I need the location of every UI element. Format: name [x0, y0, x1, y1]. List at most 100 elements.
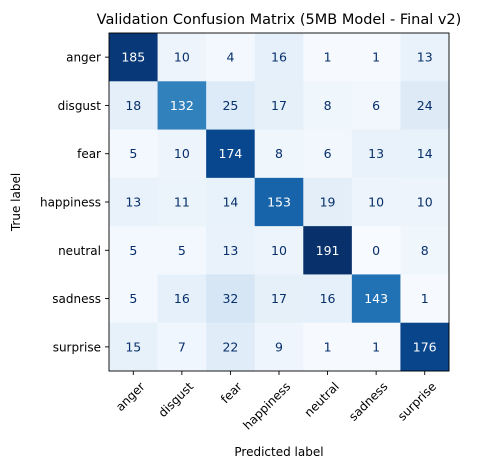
- heatmap-cell: [400, 81, 450, 131]
- y-tick-label: fear: [77, 147, 101, 161]
- heatmap-cell: [109, 226, 159, 275]
- heatmap-cell: [109, 177, 159, 227]
- heatmap-cell: [351, 33, 401, 82]
- cell-value-label: 8: [275, 146, 283, 161]
- heatmap-cell: [206, 226, 256, 275]
- heatmap-cell: [254, 274, 304, 324]
- heatmap-cell: [351, 274, 401, 324]
- cell-value-label: 11: [174, 195, 190, 210]
- cell-value-label: 17: [271, 291, 287, 306]
- heatmap-cell: [351, 226, 401, 275]
- heatmap-cell: [109, 33, 159, 82]
- cell-value-label: 25: [222, 98, 238, 113]
- cell-value-label: 0: [372, 243, 380, 258]
- heatmap-cell: [206, 274, 256, 324]
- cell-value-label: 10: [174, 50, 190, 65]
- heatmap-cell: [254, 33, 304, 82]
- cell-value-label: 32: [222, 291, 238, 306]
- heatmap-cell: [400, 322, 450, 372]
- cell-value-label: 8: [421, 243, 429, 258]
- heatmap-cell: [303, 322, 353, 372]
- heatmap-cell: [206, 322, 256, 372]
- x-tick-label: disgust: [156, 379, 197, 420]
- heatmap-cell: [109, 81, 159, 131]
- cell-value-label: 8: [324, 98, 332, 113]
- cell-value-label: 7: [178, 339, 186, 354]
- heatmap-cell: [400, 129, 450, 179]
- x-tick-label: fear: [218, 379, 245, 406]
- heatmap-cell: [400, 177, 450, 227]
- heatmap-cell: [157, 274, 207, 324]
- heatmap-cell: [254, 129, 304, 179]
- heatmap-cell: [303, 274, 353, 324]
- x-tick-label: happiness: [240, 379, 293, 432]
- cell-value-label: 13: [368, 146, 384, 161]
- cell-value-label: 5: [129, 291, 137, 306]
- cell-value-label: 1: [372, 339, 380, 354]
- heatmap-cell: [157, 177, 207, 227]
- heatmap-cell: [157, 81, 207, 131]
- heatmap-cell: [157, 129, 207, 179]
- cell-value-label: 16: [271, 50, 287, 65]
- cell-value-label: 5: [129, 243, 137, 258]
- heatmap-cell: [351, 129, 401, 179]
- heatmap-cell: [351, 81, 401, 131]
- heatmap-cell: [303, 129, 353, 179]
- cell-value-label: 18: [125, 98, 141, 113]
- heatmap-cell: [206, 129, 256, 179]
- cell-value-label: 24: [417, 98, 433, 113]
- cell-value-label: 191: [316, 243, 340, 258]
- x-tick-label: neutral: [302, 379, 342, 419]
- y-tick-label: happiness: [40, 196, 101, 210]
- cell-value-label: 15: [125, 339, 141, 354]
- y-axis-ticks: anger disgust fear happiness neutral sadness s…: [40, 51, 109, 354]
- x-tick-label: anger: [113, 379, 148, 414]
- cell-value-label: 14: [222, 195, 238, 210]
- heatmap-cell: [351, 177, 401, 227]
- cell-value-label: 13: [222, 243, 238, 258]
- cell-value-label: 1: [372, 50, 380, 65]
- heatmap-cell: [109, 322, 159, 372]
- x-axis-label: Predicted label: [234, 445, 323, 459]
- cell-value-label: 10: [174, 146, 190, 161]
- cell-value-label: 13: [417, 50, 433, 65]
- cell-value-label: 4: [226, 50, 234, 65]
- cell-value-label: 176: [413, 339, 437, 354]
- cell-value-label: 13: [125, 195, 141, 210]
- heatmap-cell: [254, 322, 304, 372]
- heatmap-cell: [157, 226, 207, 275]
- cell-value-label: 174: [219, 146, 243, 161]
- cell-value-label: 143: [364, 291, 388, 306]
- heatmap-cell: [303, 177, 353, 227]
- cell-value-label: 153: [267, 195, 291, 210]
- cell-value-label: 10: [271, 243, 287, 258]
- cell-value-label: 5: [129, 146, 137, 161]
- heatmap-cell: [400, 33, 450, 82]
- x-tick-label: sadness: [346, 379, 390, 423]
- y-tick-label: disgust: [58, 99, 102, 113]
- cell-value-label: 1: [421, 291, 429, 306]
- y-axis-label: True label: [9, 173, 23, 232]
- cell-value-label: 6: [324, 146, 332, 161]
- y-tick-label: sadness: [52, 292, 101, 306]
- heatmap-cell: [400, 274, 450, 324]
- cell-value-label: 19: [320, 195, 336, 210]
- heatmap-cell: [303, 81, 353, 131]
- heatmap-cell: [206, 33, 256, 82]
- heatmap-cell: [206, 81, 256, 131]
- cell-value-label: 10: [417, 195, 433, 210]
- heatmap-cell: [206, 177, 256, 227]
- heatmap-cell: [157, 33, 207, 82]
- y-tick-label: anger: [66, 51, 101, 65]
- cell-value-label: 1: [324, 339, 332, 354]
- heatmap-cell: [109, 274, 159, 324]
- cell-value-label: 16: [174, 291, 190, 306]
- chart-title: Validation Confusion Matrix (5MB Model -…: [97, 12, 462, 28]
- cell-value-label: 132: [170, 98, 194, 113]
- cell-value-label: 185: [121, 50, 145, 65]
- cell-value-label: 10: [368, 195, 384, 210]
- heatmap-cell: [109, 129, 159, 179]
- cell-value-label: 14: [417, 146, 433, 161]
